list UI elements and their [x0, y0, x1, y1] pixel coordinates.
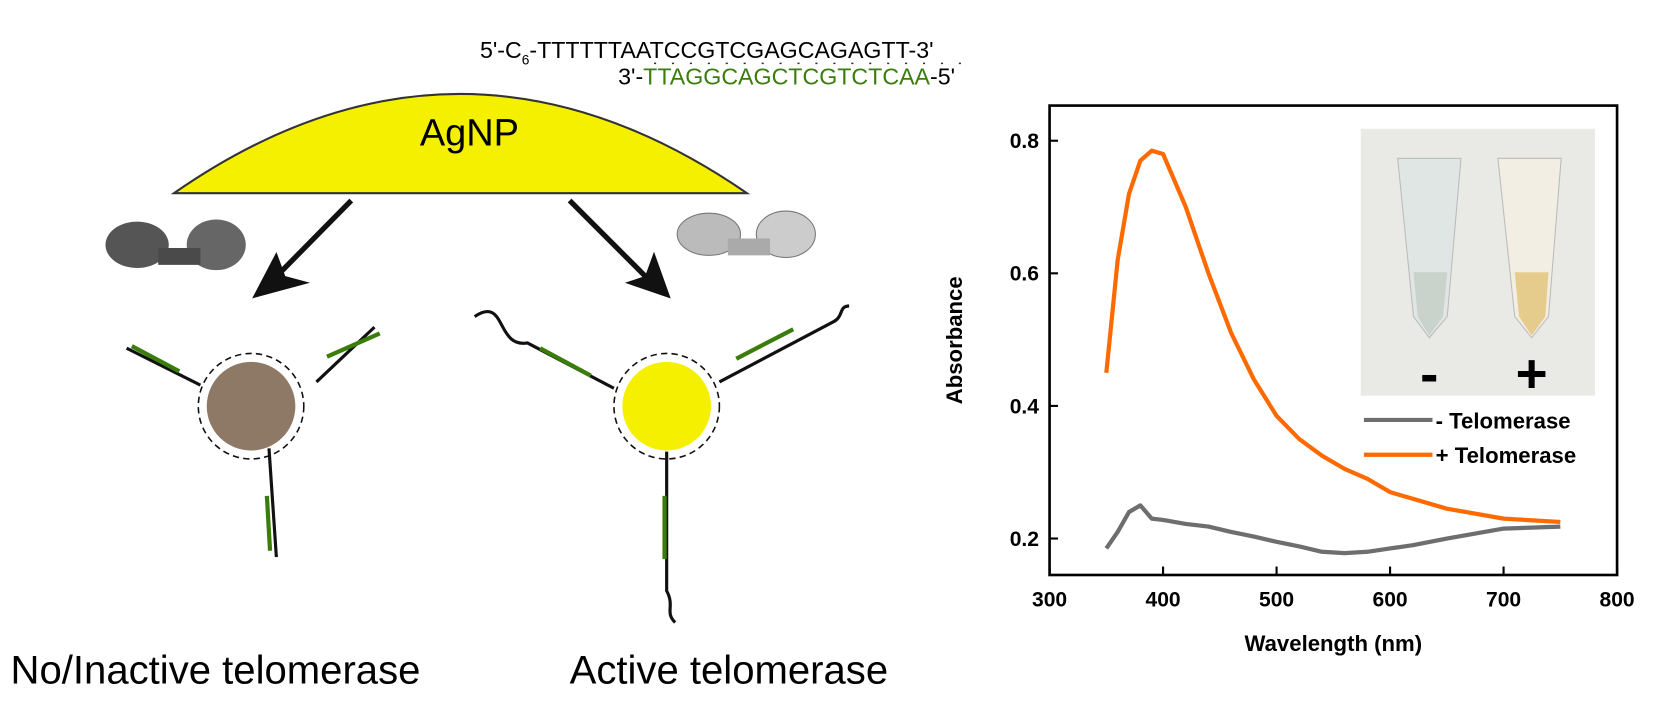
x-tick-label: 800 — [1599, 589, 1634, 612]
inset-photo — [1360, 128, 1595, 396]
seq-part: -TTTTTTAATCCGTCGAGCAGAGTT-3' — [529, 37, 933, 63]
enzyme-light — [676, 210, 816, 259]
x-tick-label: 500 — [1259, 589, 1294, 612]
series-line — [1104, 503, 1561, 556]
series-line — [1104, 148, 1561, 525]
label-right: Active telomerase — [570, 649, 889, 693]
x-tick-label: 400 — [1145, 589, 1180, 612]
x-axis-label: Wavelength (nm) — [1245, 631, 1423, 656]
seq-part: TTAGGCAGCTCGTCTCAA — [643, 63, 930, 89]
enzyme-dark — [105, 219, 246, 271]
y-tick-label: 0.6 — [1010, 263, 1039, 286]
seq-part: 3'- — [618, 63, 643, 89]
x-tick-label: 600 — [1372, 589, 1407, 612]
label-left: No/Inactive telomerase — [11, 649, 421, 693]
plot-frame — [1048, 104, 1619, 577]
agnp-label: AgNP — [420, 113, 519, 155]
seq-sub: 6 — [522, 52, 530, 67]
y-axis-label: Absorbance — [942, 276, 967, 404]
seq-part: 5'-C — [480, 37, 522, 63]
seq-part: -5' — [930, 63, 955, 89]
particle-right — [473, 304, 850, 624]
legend-label: - Telomerase — [1436, 408, 1571, 433]
strand-bottom: 3'-TTAGGCAGCTCGTCTCAA-5' — [618, 63, 955, 89]
legend-label: + Telomerase — [1436, 443, 1577, 468]
arrows — [252, 198, 671, 299]
y-tick-label: 0.2 — [1010, 528, 1039, 551]
inset-label: + — [1516, 343, 1548, 405]
inset-label: - — [1420, 343, 1438, 405]
x-tick-label: 700 — [1486, 589, 1521, 612]
strand-top: 5'-C6-TTTTTTAATCCGTCGAGCAGAGTT-3' — [480, 37, 934, 67]
particle-left — [125, 325, 381, 558]
y-tick-label: 0.8 — [1010, 130, 1040, 153]
agnp-dome — [170, 92, 751, 195]
x-tick-label: 300 — [1032, 589, 1067, 612]
y-tick-label: 0.4 — [1010, 395, 1040, 418]
